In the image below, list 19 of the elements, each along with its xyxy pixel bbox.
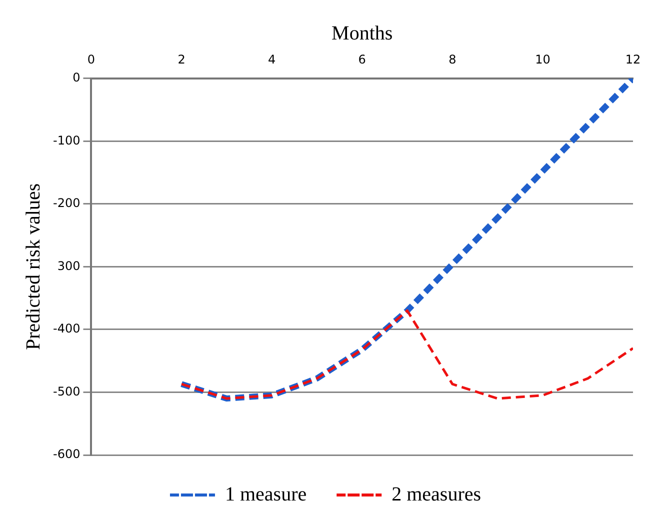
line-series: [180, 309, 633, 400]
x-tick-label: 6: [358, 52, 366, 66]
legend-label: 2 measures: [392, 483, 482, 506]
x-tick-label: 4: [268, 52, 276, 66]
y-tick-label: 300: [57, 258, 80, 273]
y-tick-label: -400: [53, 322, 80, 336]
x-tick-label: 10: [535, 52, 550, 66]
x-tick-label: 0: [87, 52, 96, 66]
x-tick-label: 8: [448, 52, 456, 66]
y-tick-label: -100: [53, 133, 80, 148]
x-tick-label: 12: [625, 52, 641, 66]
x-axis-title: Months: [332, 22, 393, 44]
y-tick-label: 0: [72, 70, 80, 85]
y-tick-label: -500: [53, 384, 80, 398]
y-tick-label: -600: [53, 447, 80, 462]
x-tick-label: 2: [178, 52, 186, 66]
legend-label: 1 measure: [224, 483, 307, 506]
y-tick-label: -200: [53, 196, 80, 210]
y-axis-title: Predicted risk values: [22, 183, 44, 350]
